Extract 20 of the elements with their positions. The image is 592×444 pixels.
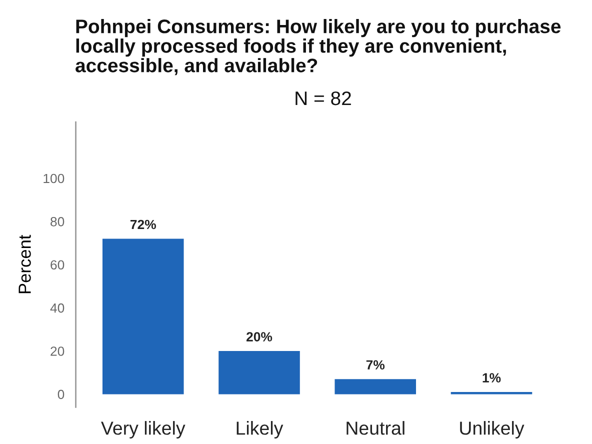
y-tick-label: 100 — [44, 174, 64, 184]
x-tick-label: Likely — [236, 421, 284, 439]
data-label: 1% — [482, 373, 501, 382]
bar — [334, 379, 416, 394]
data-label: 7% — [366, 360, 385, 370]
x-tick-label: Neutral — [346, 421, 404, 435]
y-axis-title: Percent — [18, 234, 31, 294]
chart-title: Pohnpei Consumers: How likely are you to purchase locally processed foods if they are convenient, accessible, and available? — [76, 19, 561, 76]
y-tick-label: 40 — [50, 303, 64, 313]
chart-subtitle: N = 82 — [296, 91, 351, 106]
y-tick-label: 0 — [58, 390, 64, 400]
bar — [218, 351, 300, 394]
y-tick-label: 80 — [50, 217, 64, 226]
data-label: 72% — [130, 220, 156, 230]
y-tick-label: 60 — [50, 260, 64, 270]
bar — [102, 238, 184, 394]
x-tick-label: Very likely — [101, 421, 186, 439]
data-label: 20% — [246, 332, 272, 342]
x-tick-label: Unlikely — [460, 421, 524, 439]
y-tick-label: 20 — [50, 346, 64, 356]
